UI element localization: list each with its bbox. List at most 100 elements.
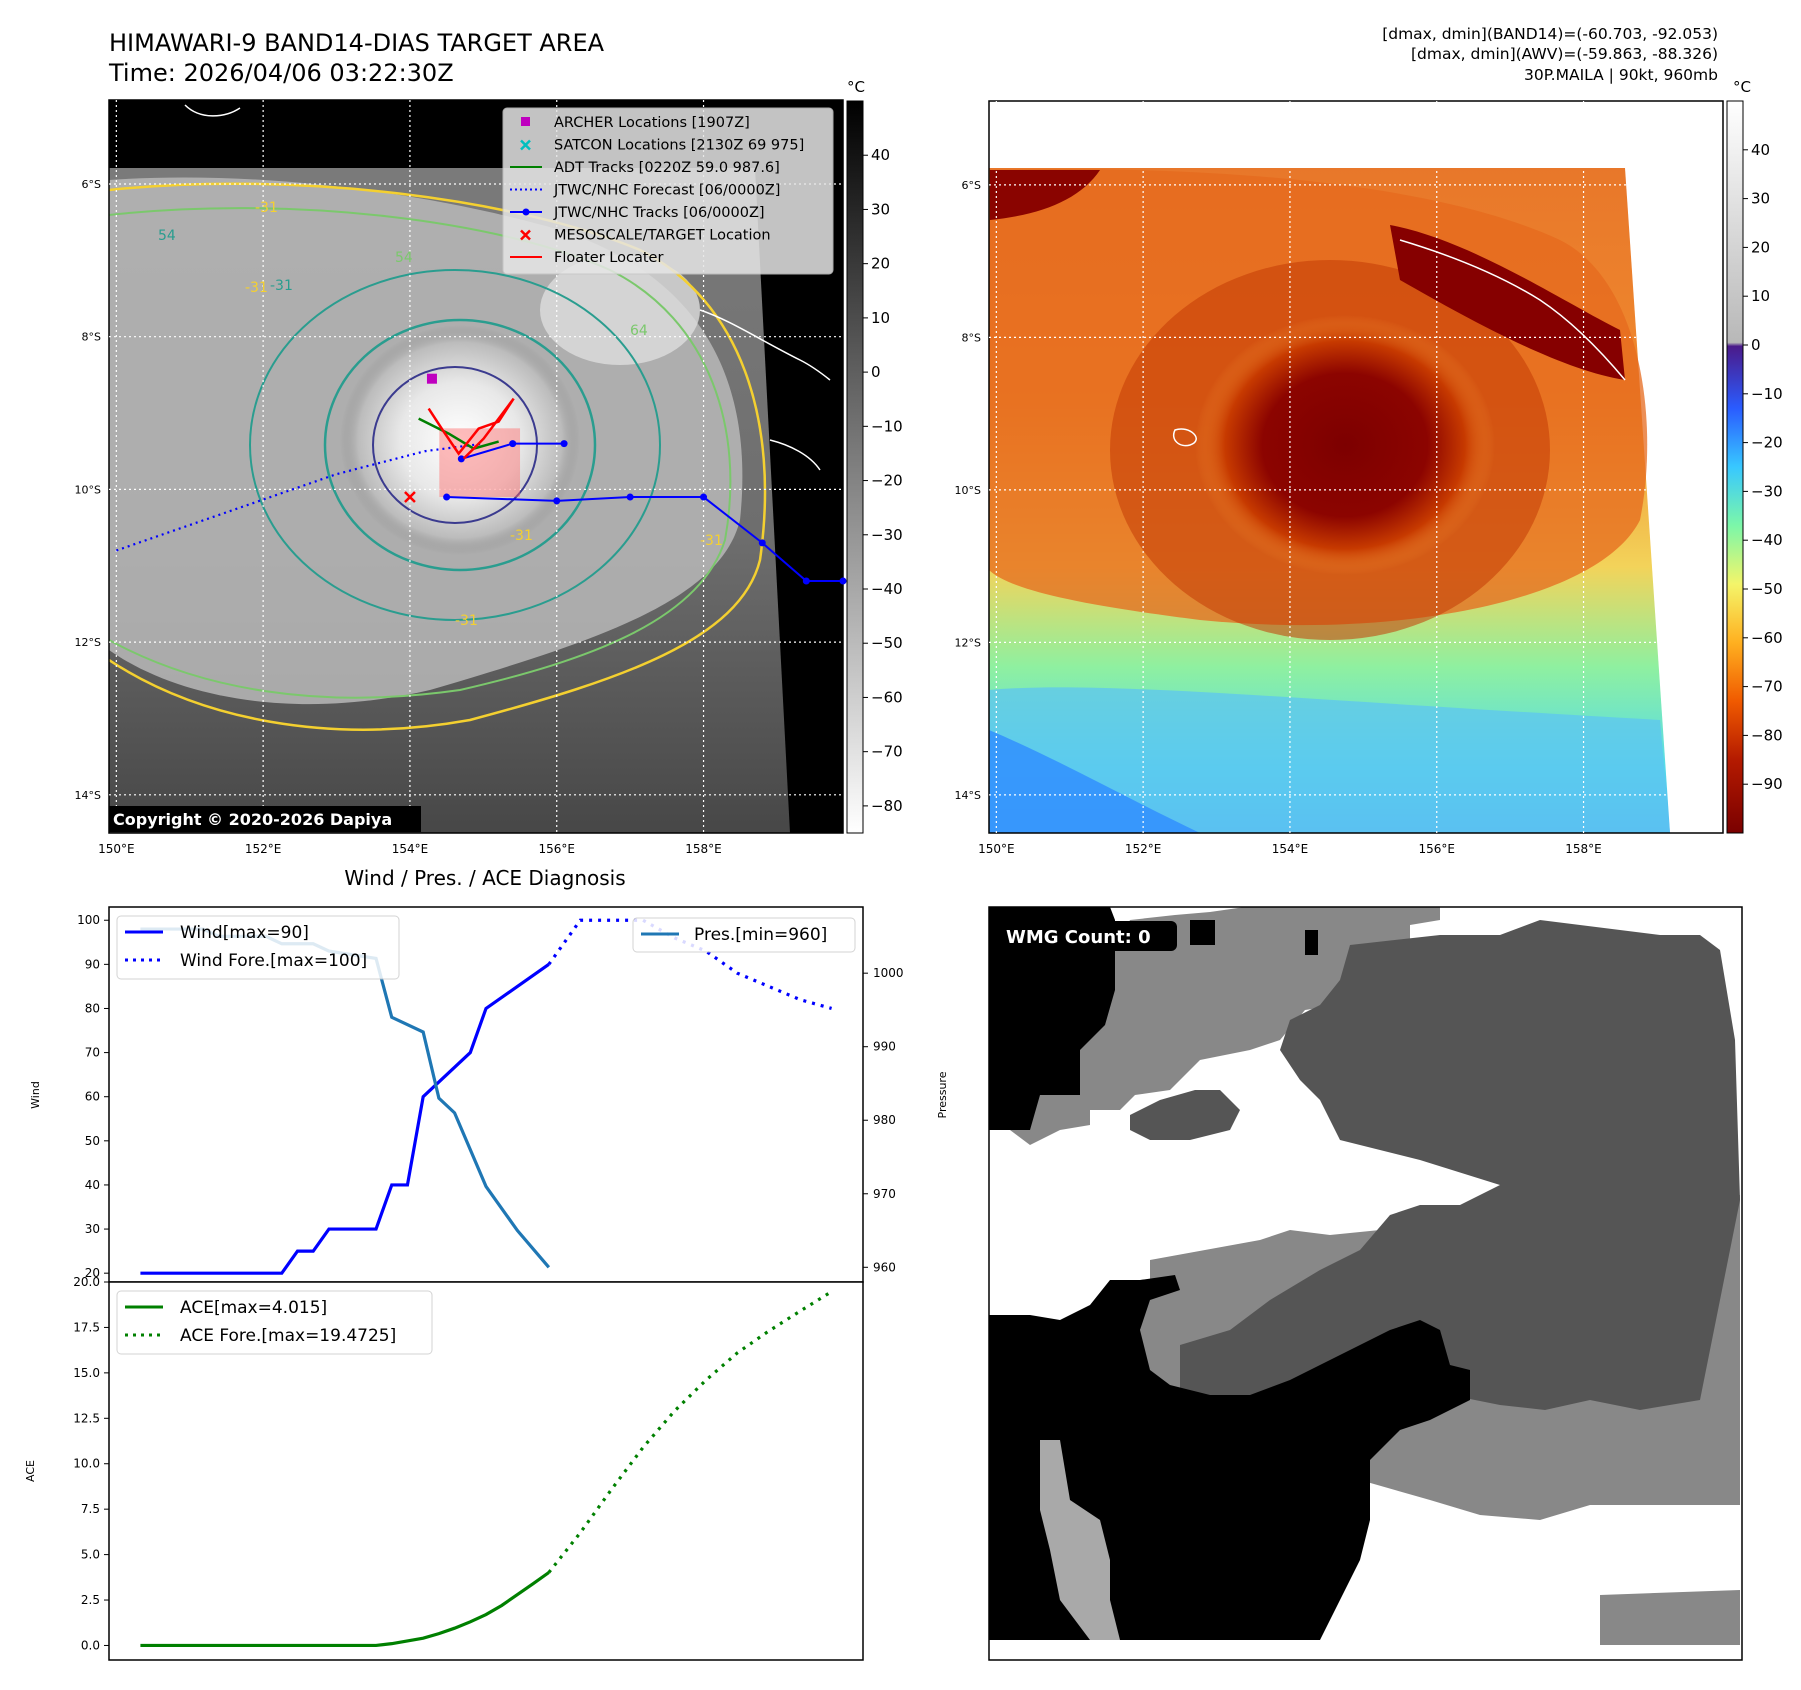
lat-tick-label: 8°S (82, 331, 101, 344)
colorbar-tick-label: −30 (1751, 482, 1783, 500)
awv-island (1173, 428, 1197, 447)
legend-label: SATCON Locations [2130Z 69 975] (554, 138, 804, 154)
legend-label: ADT Tracks [0220Z 59.0 987.6] (554, 160, 780, 176)
ir-gridlines (109, 100, 843, 833)
lat-tick-label: 10°S (75, 483, 101, 496)
colorbar-tick-label: −60 (1751, 629, 1783, 647)
legend-label: JTWC/NHC Forecast [06/0000Z] (553, 183, 780, 199)
ir-legend-box (502, 107, 834, 275)
adt-track-line (418, 417, 499, 450)
contour-label: 54 (158, 228, 176, 244)
awv-colorbar-gradient (1726, 100, 1744, 834)
ir-tracks (115, 373, 847, 585)
archer-marker (426, 373, 437, 384)
stats-awv: [dmax, dmin](AWV)=(-59.863, -88.326) (1411, 45, 1718, 63)
colorbar-tick-label: −70 (1751, 678, 1783, 696)
ytick-label: 40 (85, 1178, 100, 1192)
lon-tick-label: 156°E (1418, 842, 1455, 856)
jtwc-track-point (443, 493, 451, 501)
lon-tick-label: 152°E (245, 842, 282, 856)
ir-coastline-north (184, 104, 241, 117)
copyright-box (109, 806, 421, 832)
awv-gridlines (989, 101, 1723, 833)
stats-band14: [dmax, dmin](BAND14)=(-60.703, -92.053) (1382, 25, 1718, 43)
colorbar-tick-label: 30 (1751, 190, 1770, 208)
legend-label: JTWC/NHC Tracks [06/0000Z] (553, 205, 765, 221)
wmg-region-darkgray-2 (1130, 1090, 1240, 1140)
ytick-right-label: 970 (873, 1187, 896, 1201)
ir-contour-yellow (109, 182, 767, 731)
wind-legend-label: Wind[max=90] (180, 923, 309, 943)
lon-tick-label: 156°E (538, 842, 575, 856)
colorbar-tick-label: 40 (1751, 141, 1770, 159)
legend-label: MESOSCALE/TARGET Location (554, 228, 771, 244)
lat-tick-label: 8°S (962, 331, 981, 344)
lon-tick-label: 158°E (685, 842, 722, 856)
ace-legend: ACE[max=4.015] ACE Fore.[max=19.4725] (116, 1290, 433, 1355)
awv-cold-band (1390, 225, 1625, 380)
colorbar-tick-label: −60 (871, 688, 903, 706)
floater-box (439, 428, 521, 498)
ytick-label: 12.5 (73, 1411, 100, 1425)
ytick-label: 10.0 (73, 1457, 100, 1471)
ir-coastline-east (769, 439, 821, 471)
ir-cloud-cluster (540, 255, 700, 365)
pres-legend-box (632, 917, 856, 953)
ace-chart: ACE 0.0 2.5 5.0 7.5 10.0 12.5 15.0 17.5 20.0 ACE… (24, 1275, 864, 1661)
lon-tick-label: 158°E (1565, 842, 1602, 856)
lat-tick-label: 14°S (75, 789, 101, 802)
ytick-label: 7.5 (81, 1502, 100, 1516)
contour-label: 54 (395, 250, 413, 266)
ace-legend-box (116, 1290, 433, 1355)
lat-tick-label: 12°S (955, 636, 981, 649)
ytick-label: 60 (85, 1090, 100, 1104)
colorbar-tick-label: −20 (1751, 434, 1783, 452)
colorbar-tick-label: −40 (1751, 531, 1783, 549)
figure-title: HIMAWARI-9 BAND14-DIAS TARGET AREA (109, 29, 605, 57)
ytick-label: 0.0 (81, 1638, 100, 1652)
colorbar-tick-label: 0 (871, 363, 881, 381)
wmg-region-darkgray (1180, 920, 1740, 1420)
figure-time: Time: 2026/04/06 03:22:30Z (108, 59, 454, 87)
lat-tick-label: 14°S (955, 789, 981, 802)
lon-tick-label: 150°E (98, 842, 135, 856)
pres-legend-label: Pres.[min=960] (694, 925, 827, 945)
legend-marker-square (521, 117, 530, 126)
ytick-label: 30 (85, 1222, 100, 1236)
lat-tick-label: 6°S (82, 178, 101, 191)
ir-contour-teal-outer (249, 269, 661, 621)
jtwc-track-point (802, 577, 810, 585)
ir-contour-green (109, 207, 732, 699)
jtwc-track-point (509, 440, 517, 448)
ytick-label: 20.0 (73, 1275, 100, 1289)
jtwc-track-point (553, 497, 561, 505)
colorbar-tick-label: 0 (1751, 336, 1761, 354)
awv-cyan-region (989, 687, 1670, 833)
contour-label: -31 (455, 613, 478, 629)
ytick-right-label: 960 (873, 1260, 896, 1274)
lon-tick-label: 150°E (978, 842, 1015, 856)
colorbar-tick-label: −40 (871, 580, 903, 598)
copyright-text: Copyright © 2020-2026 Dapiya (113, 810, 392, 829)
ace-legend-label: ACE[max=4.015] (180, 1298, 327, 1318)
awv-map-frame (988, 100, 1724, 834)
colorbar-tick-label: 20 (871, 255, 890, 273)
ytick-label: 15.0 (73, 1366, 100, 1380)
awv-cold-corner (990, 170, 1100, 220)
ytick-label: 100 (77, 913, 100, 927)
legend-label: Floater Locater (554, 250, 663, 266)
wind-legend-box (116, 915, 400, 980)
ir-contour-teal (323, 318, 597, 572)
jtwc-track-point (560, 440, 568, 448)
ir-colorbar-gradient (846, 100, 864, 834)
ir-contour-navy (372, 366, 538, 524)
ir-colorbar-unit: °C (847, 78, 865, 96)
contour-label: -31 (700, 533, 723, 549)
ir-axis-labels: 150°E 152°E 154°E 156°E 158°E 6°S 8°S 10°S 12°S 1… (75, 178, 722, 856)
colorbar-tick-label: −10 (871, 417, 903, 435)
colorbar-tick-label: −50 (871, 634, 903, 652)
ace-axis-label: ACE (24, 1460, 37, 1482)
lat-tick-label: 6°S (962, 179, 981, 192)
